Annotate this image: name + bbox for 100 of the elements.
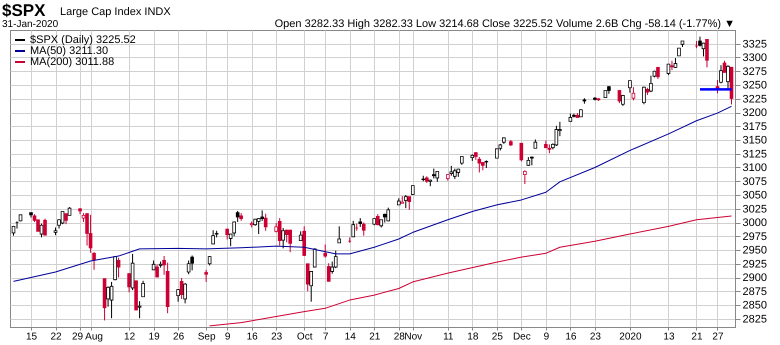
- candlestick: [495, 148, 499, 159]
- candlestick: [113, 256, 117, 281]
- candlestick: [186, 260, 190, 275]
- x-tick-label: 13: [663, 332, 675, 342]
- line-series: [13, 106, 732, 282]
- candlestick: [719, 64, 723, 84]
- candlestick: [127, 272, 131, 293]
- x-tick-label: 21: [369, 332, 381, 342]
- candlestick: [407, 196, 412, 210]
- candlestick: [116, 257, 120, 278]
- candlestick: [288, 229, 292, 253]
- candlestick: [64, 213, 68, 225]
- x-tick-label: Nov: [404, 332, 422, 342]
- candlestick: [453, 168, 457, 180]
- x-tick-label: 27: [712, 332, 724, 342]
- candlestick: [323, 244, 328, 258]
- y-tick-label: 3150: [742, 134, 767, 146]
- candlestick: [554, 125, 558, 147]
- y-tick-label: 3125: [742, 148, 767, 160]
- candlestick: [386, 207, 390, 222]
- x-tick-label: 21: [691, 332, 703, 342]
- x-tick-label: 22: [50, 332, 62, 342]
- y-tick-label: 3200: [742, 107, 767, 119]
- y-tick-label: 2875: [742, 286, 767, 298]
- y-tick-label: 3300: [742, 52, 767, 64]
- x-tick-label: 9: [224, 332, 231, 342]
- legend-label: MA(200) 3011.88: [30, 56, 114, 68]
- candlestick: [376, 214, 380, 226]
- x-tick-label: 25: [492, 332, 504, 342]
- x-tick-label: 29: [72, 332, 84, 342]
- candlestick: [141, 280, 145, 298]
- candlestick: [278, 218, 282, 246]
- candlestick: [523, 170, 527, 184]
- x-tick-label: 11: [443, 332, 454, 342]
- x-tick-label: 19: [148, 332, 160, 342]
- x-tick-label: Aug: [85, 332, 103, 342]
- candlestick: [628, 80, 632, 94]
- chart-title: $SPX: [2, 1, 46, 20]
- candlestick: [43, 218, 47, 236]
- x-tick-label: 7: [322, 332, 329, 342]
- text: 31-Jan-2020: [2, 19, 59, 30]
- candlestick: [435, 170, 440, 182]
- candlestick: [60, 211, 64, 225]
- candlestick: [190, 255, 194, 271]
- candlestick: [722, 60, 726, 74]
- candlestick: [649, 75, 653, 93]
- legend-label: $SPX (Daily) 3225.52: [30, 34, 136, 46]
- candlestick: [642, 86, 646, 105]
- candlestick: [110, 281, 114, 319]
- line-series: [209, 215, 732, 326]
- candlestick: [326, 262, 331, 282]
- y-tick-label: 3100: [742, 162, 767, 174]
- candlestick: [155, 264, 159, 278]
- text: Open 3282.33 High 3282.33 Low 3214.68 Close 3225.52 Volume 2.6B Chg -58.14 (-1.77%) ▼: [274, 18, 735, 30]
- candlestick: [106, 286, 110, 308]
- x-tick-label: 9: [544, 332, 550, 342]
- candlestick: [351, 220, 356, 238]
- candlestick: [520, 142, 524, 162]
- candlestick: [450, 165, 454, 176]
- candlestick: [138, 300, 142, 319]
- candlestick: [176, 288, 180, 302]
- x-tick-label: 15: [26, 332, 38, 342]
- candlestick: [40, 223, 44, 238]
- x-tick-label: Dec: [512, 332, 531, 342]
- x-tick-label: Oct: [296, 332, 313, 342]
- candlestick: [183, 282, 187, 304]
- candlestick: [281, 228, 285, 249]
- x-tick-label: 23: [590, 332, 602, 342]
- y-tick-label: 2950: [742, 244, 767, 256]
- y-tick-label: 3000: [742, 217, 767, 229]
- candlestick: [674, 58, 678, 68]
- y-tick-label: 2850: [742, 300, 767, 312]
- candlestick: [88, 214, 92, 254]
- x-tick-label: 16: [246, 332, 258, 342]
- y-tick-label: 3175: [742, 120, 767, 133]
- x-tick-label: 16: [565, 332, 577, 342]
- candlestick: [208, 256, 212, 266]
- legend-label: MA(50) 3211.30: [30, 45, 108, 57]
- candlestick: [152, 260, 156, 270]
- candlestick: [306, 263, 310, 292]
- y-tick-label: 3025: [742, 203, 767, 216]
- x-tick-label: 28: [394, 332, 406, 342]
- candlestick: [225, 228, 229, 240]
- y-tick-label: 3250: [742, 80, 767, 92]
- x-tick-label: 14: [344, 332, 356, 342]
- candlestick: [264, 213, 268, 232]
- x-tick-label: Sep: [198, 332, 216, 342]
- y-tick-label: 3075: [742, 176, 767, 188]
- candlestick: [204, 269, 208, 282]
- candlestick: [705, 38, 709, 68]
- x-tick-label: 23: [271, 332, 283, 342]
- x-tick-label: 2020: [619, 332, 642, 342]
- candlestick: [666, 64, 670, 76]
- chart-subtitle: Large Cap Index INDX: [60, 6, 172, 18]
- candlestick: [656, 66, 660, 80]
- x-tick-label: 12: [124, 332, 136, 342]
- candlestick: [228, 234, 232, 247]
- candlestick: [92, 252, 96, 270]
- x-tick-label: 18: [467, 332, 479, 342]
- candlestick: [211, 230, 215, 244]
